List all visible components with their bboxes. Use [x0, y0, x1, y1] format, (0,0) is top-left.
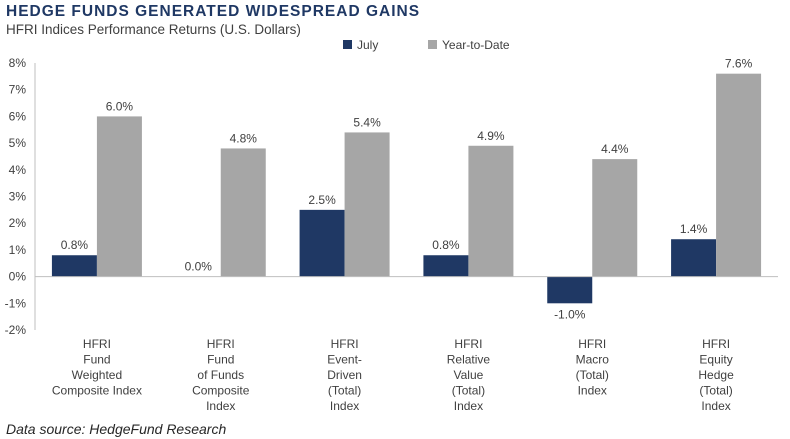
data-label-ytd: 5.4% — [353, 115, 381, 129]
category-label-line: Index — [206, 399, 235, 413]
bar-july — [671, 239, 717, 277]
category-label: HFRI Event-Driven (Total) Index — [327, 337, 362, 413]
data-source-note: Data source: HedgeFund Research — [6, 421, 227, 437]
category-label: HFRI Fund Weighted Composite Index — [52, 337, 142, 398]
data-label-july: 0.8% — [61, 238, 89, 252]
bar-ytd — [468, 145, 514, 277]
data-label-july: 0.0% — [185, 260, 213, 274]
data-label-july: 2.5% — [308, 193, 336, 207]
category-label-line: HFRI — [207, 337, 235, 351]
category-label-line: of Funds — [197, 368, 244, 382]
data-label-ytd: 7.6% — [725, 57, 753, 71]
category-label-line: HFRI — [331, 337, 359, 351]
legend-ytd-label: Year-to-Date — [442, 38, 510, 52]
data-label-july: -1.0% — [554, 307, 586, 321]
category-label-line: Index — [454, 399, 483, 413]
category-label-line: Composite — [192, 384, 250, 398]
category-label-line: HFRI — [578, 337, 606, 351]
category-label: HFRI Macro (Total) Index — [576, 337, 610, 398]
category-label-line: Driven — [327, 368, 362, 382]
bar-ytd — [592, 159, 638, 277]
category-label-line: (Total) — [452, 384, 485, 398]
category-label-line: Weighted — [72, 368, 122, 382]
y-tick-label: 5% — [9, 136, 27, 150]
data-label-ytd: 4.9% — [477, 129, 505, 143]
data-label-july: 1.4% — [680, 222, 708, 236]
y-tick-label: 1% — [9, 243, 27, 257]
category-label-line: (Total) — [576, 368, 609, 382]
category-label-line: (Total) — [328, 384, 361, 398]
category-label-line: Hedge — [698, 368, 734, 382]
bar-ytd — [220, 148, 266, 277]
bar-ytd — [344, 132, 390, 277]
data-label-ytd: 6.0% — [106, 99, 134, 113]
category-label-line: Relative — [447, 353, 491, 367]
legend-july-label: July — [357, 38, 378, 52]
y-tick-label: -1% — [5, 296, 27, 310]
legend-ytd-swatch — [428, 40, 437, 49]
category-label-line: HFRI — [83, 337, 111, 351]
bar-ytd — [96, 116, 142, 277]
category-label-line: HFRI — [702, 337, 730, 351]
y-tick-label: 8% — [9, 56, 27, 70]
bar-july — [423, 255, 469, 277]
y-tick-label: 6% — [9, 109, 27, 123]
category-label-line: Composite Index — [52, 384, 142, 398]
category-label-line: Event- — [327, 353, 362, 367]
bar-july — [51, 255, 97, 277]
chart-title: HEDGE FUNDS GENERATED WIDESPREAD GAINS — [6, 3, 421, 20]
y-tick-label: 0% — [9, 270, 27, 284]
y-tick-label: -2% — [5, 323, 27, 337]
category-label-line: Macro — [576, 353, 610, 367]
data-label-july: 0.8% — [432, 238, 460, 252]
category-label-line: Equity — [699, 353, 732, 367]
chart-subtitle: HFRI Indices Performance Returns (U.S. D… — [6, 22, 301, 37]
category-label-line: Value — [454, 368, 484, 382]
bar-july — [299, 209, 345, 277]
category-label-line: (Total) — [699, 384, 732, 398]
y-tick-label: 4% — [9, 163, 27, 177]
category-label: HFRI Equity Hedge (Total) Index — [698, 337, 734, 413]
category-label-line: Index — [701, 399, 730, 413]
category-label: HFRI Relative Value (Total) Index — [447, 337, 491, 413]
category-label-line: Index — [578, 384, 607, 398]
bar-july — [547, 276, 593, 304]
bar-ytd — [716, 73, 762, 277]
category-label-line: HFRI — [454, 337, 482, 351]
category-label-line: Fund — [83, 353, 110, 367]
y-tick-label: 7% — [9, 83, 27, 97]
y-tick-label: 2% — [9, 216, 27, 230]
legend-july-swatch — [343, 40, 352, 49]
data-label-ytd: 4.8% — [230, 131, 258, 145]
y-tick-label: 3% — [9, 190, 27, 204]
category-label-line: Index — [330, 399, 359, 413]
category-label-line: Fund — [207, 353, 234, 367]
data-label-ytd: 4.4% — [601, 142, 629, 156]
category-label: HFRI Fund of Funds Composite Index — [192, 337, 250, 413]
